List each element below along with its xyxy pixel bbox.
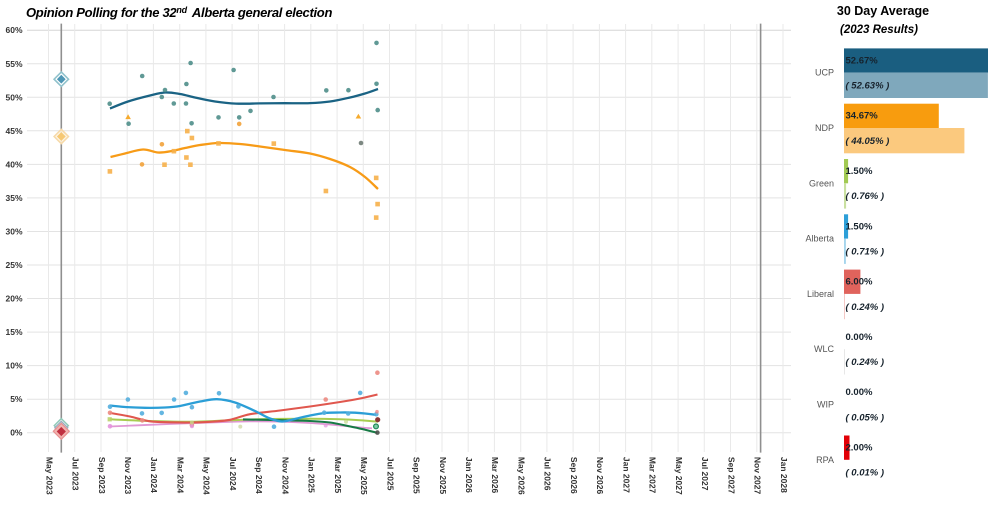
svg-text:(2023 Results): (2023 Results)	[840, 24, 918, 36]
svg-text:Jan 2028: Jan 2028	[779, 457, 789, 493]
svg-text:60%: 60%	[5, 25, 22, 35]
svg-text:Mar 2024: Mar 2024	[175, 457, 185, 494]
svg-text:( 44.05% ): ( 44.05% )	[846, 136, 890, 147]
svg-text:25%: 25%	[5, 260, 22, 270]
svg-text:May 2025: May 2025	[359, 457, 369, 495]
svg-text:( 0.24% ): ( 0.24% )	[846, 357, 885, 368]
svg-text:15%: 15%	[5, 327, 22, 337]
svg-text:( 0.05% ): ( 0.05% )	[846, 412, 885, 423]
svg-text:( 52.63% ): ( 52.63% )	[846, 81, 890, 92]
svg-text:( 0.01% ): ( 0.01% )	[846, 468, 885, 479]
svg-text:10%: 10%	[5, 361, 22, 371]
svg-text:May 2023: May 2023	[44, 457, 54, 495]
svg-text:Nov 2023: Nov 2023	[123, 457, 133, 495]
svg-text:Nov 2026: Nov 2026	[595, 457, 605, 495]
svg-text:( 0.24% ): ( 0.24% )	[846, 302, 885, 313]
svg-text:Alberta: Alberta	[805, 234, 834, 244]
svg-text:Mar 2027: Mar 2027	[648, 457, 658, 494]
svg-text:May 2027: May 2027	[674, 457, 684, 495]
svg-text:Sep 2026: Sep 2026	[569, 457, 579, 494]
svg-text:0%: 0%	[10, 428, 23, 438]
svg-text:55%: 55%	[5, 59, 22, 69]
svg-text:Opinion Polling for the 32nd: Opinion Polling for the 32nd Alberta gen…	[26, 5, 332, 20]
svg-text:Sep 2023: Sep 2023	[97, 457, 107, 494]
svg-text:Jul 2027: Jul 2027	[700, 457, 710, 491]
svg-text:Jan 2027: Jan 2027	[621, 457, 631, 493]
svg-text:0.00%: 0.00%	[846, 332, 873, 343]
svg-text:Jan 2026: Jan 2026	[464, 457, 474, 493]
svg-text:Jan 2024: Jan 2024	[149, 457, 159, 493]
svg-text:52.67%: 52.67%	[846, 55, 879, 66]
svg-text:WIP: WIP	[817, 400, 834, 410]
svg-text:Sep 2025: Sep 2025	[412, 457, 422, 494]
svg-text:WLC: WLC	[814, 344, 835, 354]
svg-text:6.00%: 6.00%	[846, 277, 873, 288]
svg-text:RPA: RPA	[816, 455, 834, 465]
svg-text:20%: 20%	[5, 294, 22, 304]
svg-text:30 Day Average: 30 Day Average	[837, 4, 929, 18]
svg-text:( 0.76% ): ( 0.76% )	[846, 191, 885, 202]
svg-text:45%: 45%	[5, 126, 22, 136]
svg-text:( 0.71% ): ( 0.71% )	[846, 247, 885, 258]
svg-text:35%: 35%	[5, 193, 22, 203]
svg-text:Jan 2025: Jan 2025	[307, 457, 317, 493]
svg-text:Mar 2026: Mar 2026	[490, 457, 500, 494]
svg-text:Sep 2027: Sep 2027	[726, 457, 736, 494]
svg-text:Sep 2024: Sep 2024	[254, 457, 264, 494]
svg-text:Jul 2026: Jul 2026	[543, 457, 553, 491]
svg-text:30%: 30%	[5, 227, 22, 237]
svg-text:Nov 2027: Nov 2027	[753, 457, 763, 495]
svg-text:UCP: UCP	[815, 68, 834, 78]
svg-text:Mar 2025: Mar 2025	[333, 457, 343, 494]
svg-text:2.00%: 2.00%	[846, 443, 873, 454]
svg-text:50%: 50%	[5, 92, 22, 102]
svg-text:May 2024: May 2024	[202, 457, 212, 495]
svg-text:Jul 2025: Jul 2025	[385, 457, 395, 491]
svg-text:0.00%: 0.00%	[846, 387, 873, 398]
svg-text:34.67%: 34.67%	[846, 111, 879, 122]
svg-text:40%: 40%	[5, 159, 22, 169]
svg-text:May 2026: May 2026	[516, 457, 526, 495]
svg-text:Liberal: Liberal	[807, 289, 834, 299]
svg-text:Jul 2024: Jul 2024	[228, 457, 238, 491]
svg-text:Nov 2025: Nov 2025	[438, 457, 448, 495]
svg-text:5%: 5%	[10, 394, 23, 404]
svg-text:Green: Green	[809, 178, 834, 188]
svg-text:Jul 2023: Jul 2023	[70, 457, 80, 491]
svg-text:NDP: NDP	[815, 123, 834, 133]
svg-text:1.50%: 1.50%	[846, 221, 873, 232]
svg-text:1.50%: 1.50%	[846, 166, 873, 177]
svg-text:Nov 2024: Nov 2024	[280, 457, 290, 495]
